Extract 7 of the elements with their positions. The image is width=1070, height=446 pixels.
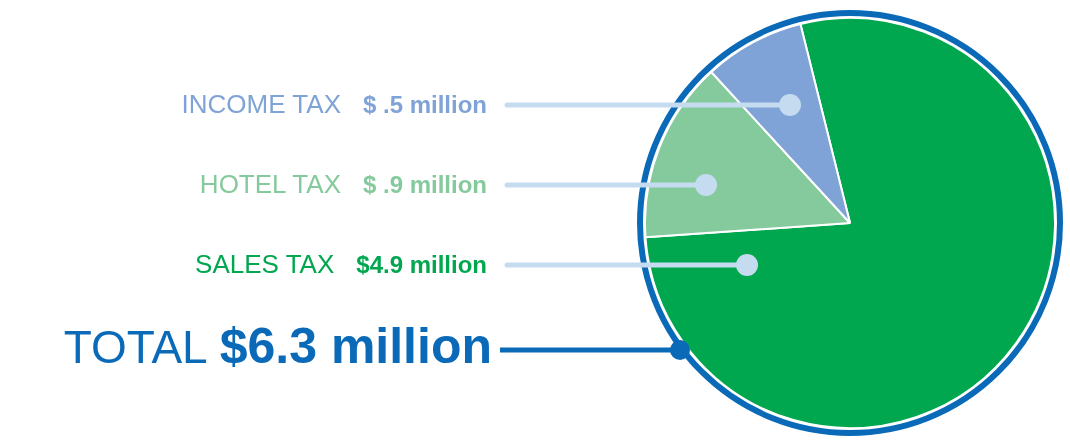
slice-label: SALES TAX [195, 249, 335, 279]
slice-label: HOTEL TAX [199, 169, 341, 199]
slice-label: INCOME TAX [181, 89, 341, 119]
data-label: $4.9 million [356, 251, 487, 278]
data-label: $ .5 million [362, 91, 487, 118]
data-label: $ .9 million [362, 171, 487, 198]
text: TOTAL $6.3 million [63, 318, 492, 374]
